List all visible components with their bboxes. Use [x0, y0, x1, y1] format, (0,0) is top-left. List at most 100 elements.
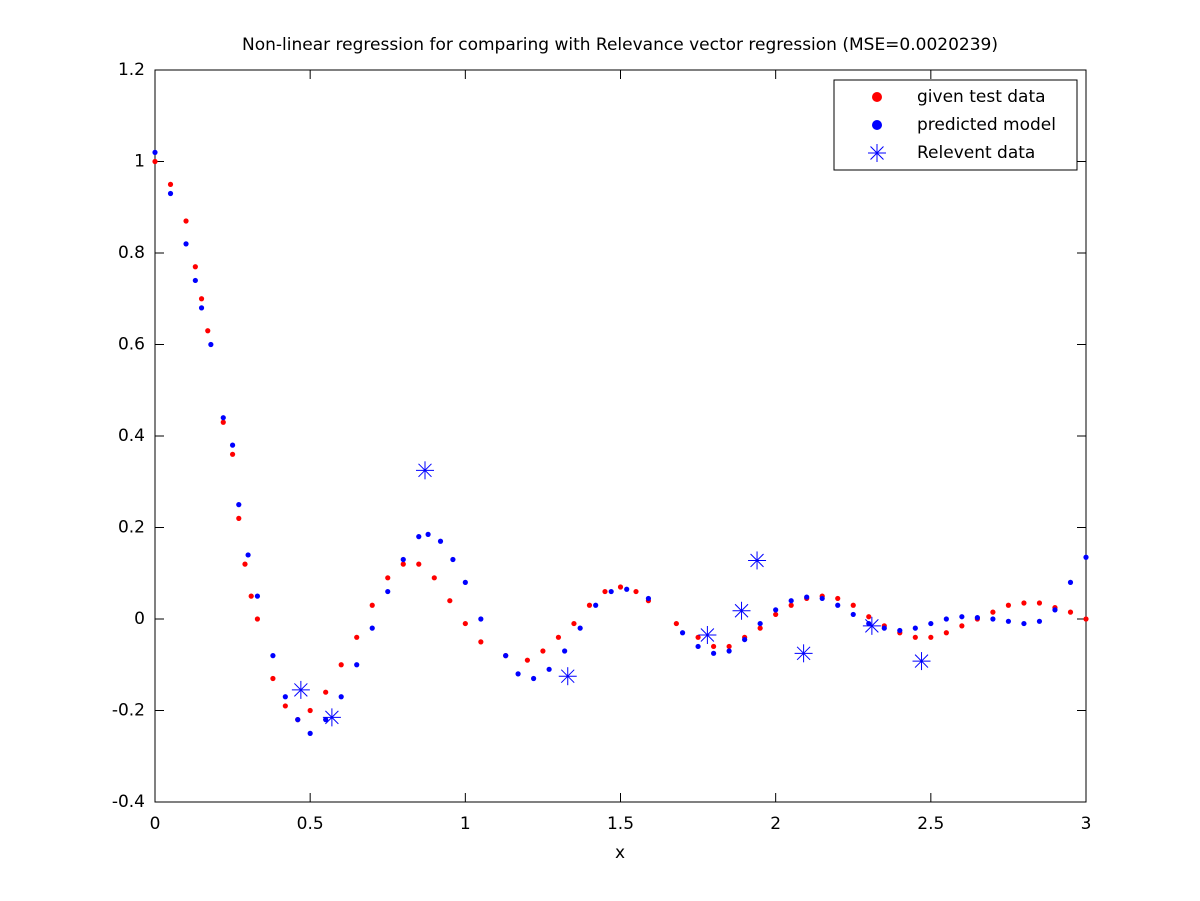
x-tick-label: 1.5 — [607, 814, 634, 834]
data-point — [282, 703, 288, 709]
data-point — [183, 241, 189, 247]
data-point — [804, 594, 810, 600]
data-point — [990, 616, 996, 622]
data-point — [1067, 579, 1074, 586]
relevant-point — [415, 461, 434, 480]
data-point — [711, 650, 717, 656]
x-tick-label: 0 — [150, 814, 161, 834]
data-point — [338, 694, 344, 700]
x-tick-label: 0.5 — [297, 814, 324, 834]
data-point — [295, 717, 301, 723]
data-point — [385, 575, 391, 581]
data-point — [912, 634, 918, 640]
data-point — [270, 653, 276, 659]
data-point — [726, 643, 732, 650]
data-point — [577, 625, 583, 631]
x-tick-label: 3 — [1081, 814, 1092, 834]
x-tick-label: 1 — [460, 814, 471, 834]
data-point — [695, 643, 701, 650]
data-point — [1083, 554, 1089, 560]
relevant-point — [794, 644, 813, 663]
data-point — [198, 305, 205, 311]
data-point — [959, 623, 965, 629]
data-point — [416, 534, 422, 540]
data-point — [695, 634, 701, 640]
data-point — [1021, 600, 1027, 606]
relevant-point — [748, 551, 767, 570]
data-point — [354, 634, 360, 640]
data-point — [198, 296, 205, 302]
data-point — [788, 598, 794, 604]
data-point — [245, 552, 251, 558]
data-point — [974, 615, 980, 621]
data-point — [1005, 602, 1012, 608]
data-point — [555, 634, 562, 640]
data-point — [881, 625, 887, 631]
data-point — [586, 602, 593, 608]
data-point — [369, 625, 375, 631]
star-stroke — [294, 683, 308, 697]
data-point — [608, 588, 614, 595]
data-point — [788, 602, 794, 608]
data-point — [773, 607, 779, 613]
relevant-point — [558, 667, 577, 686]
data-point — [236, 515, 242, 521]
data-point — [866, 620, 872, 627]
y-tick-label: 1 — [134, 152, 145, 172]
data-point — [323, 689, 329, 695]
star-stroke — [734, 603, 749, 618]
data-point — [192, 277, 198, 284]
data-point — [254, 593, 261, 599]
data-point — [679, 630, 686, 636]
legend-marker — [868, 144, 886, 162]
data-point — [167, 181, 174, 187]
data-point — [1036, 600, 1043, 606]
legend-label: Relevent data — [917, 143, 1035, 163]
data-point — [270, 675, 276, 682]
data-point — [562, 648, 568, 654]
data-point — [254, 616, 261, 622]
y-tick-label: 0 — [134, 609, 145, 629]
data-point — [323, 717, 329, 723]
data-point — [726, 648, 732, 654]
data-point — [673, 620, 679, 627]
data-point — [462, 620, 468, 627]
data-point — [400, 556, 406, 563]
data-point — [338, 662, 344, 668]
data-point — [850, 602, 856, 608]
x-tick-label: 2.5 — [917, 814, 944, 834]
data-point — [152, 158, 158, 165]
legend-marker — [872, 120, 882, 130]
x-tick-label: 2 — [770, 814, 781, 834]
data-point — [835, 595, 841, 602]
data-point — [248, 593, 254, 599]
star-stroke — [325, 710, 339, 725]
y-tick-label: 0.4 — [118, 426, 145, 446]
data-point — [645, 595, 652, 602]
y-tick-label: -0.2 — [112, 701, 145, 721]
data-point — [478, 616, 484, 622]
x-axis-label: x — [615, 843, 625, 863]
data-point — [711, 643, 717, 650]
data-point — [928, 620, 934, 627]
y-tick-label: 0.6 — [118, 335, 145, 355]
star-stroke — [796, 646, 811, 661]
data-point — [850, 611, 856, 618]
data-point — [354, 662, 360, 668]
data-point — [229, 451, 236, 457]
data-point — [990, 609, 996, 615]
relevant-point — [862, 616, 881, 635]
data-point — [236, 502, 242, 508]
star-stroke — [418, 463, 432, 478]
data-point — [183, 218, 189, 224]
data-point — [307, 730, 313, 736]
relevant-point — [291, 680, 310, 699]
data-point — [959, 614, 965, 620]
data-point — [540, 648, 546, 654]
data-point — [503, 653, 509, 659]
data-point — [1021, 620, 1027, 627]
relevant-point — [912, 652, 931, 671]
star-stroke — [914, 654, 929, 668]
data-point — [531, 675, 537, 682]
